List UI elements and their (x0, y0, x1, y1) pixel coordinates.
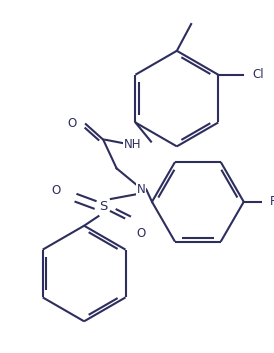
Text: N: N (137, 183, 146, 196)
Text: O: O (67, 117, 76, 130)
Text: O: O (51, 184, 60, 197)
Text: Cl: Cl (253, 68, 264, 81)
Text: NH: NH (124, 138, 141, 151)
Text: F: F (270, 195, 274, 208)
Text: S: S (99, 200, 107, 213)
Text: O: O (137, 227, 146, 240)
